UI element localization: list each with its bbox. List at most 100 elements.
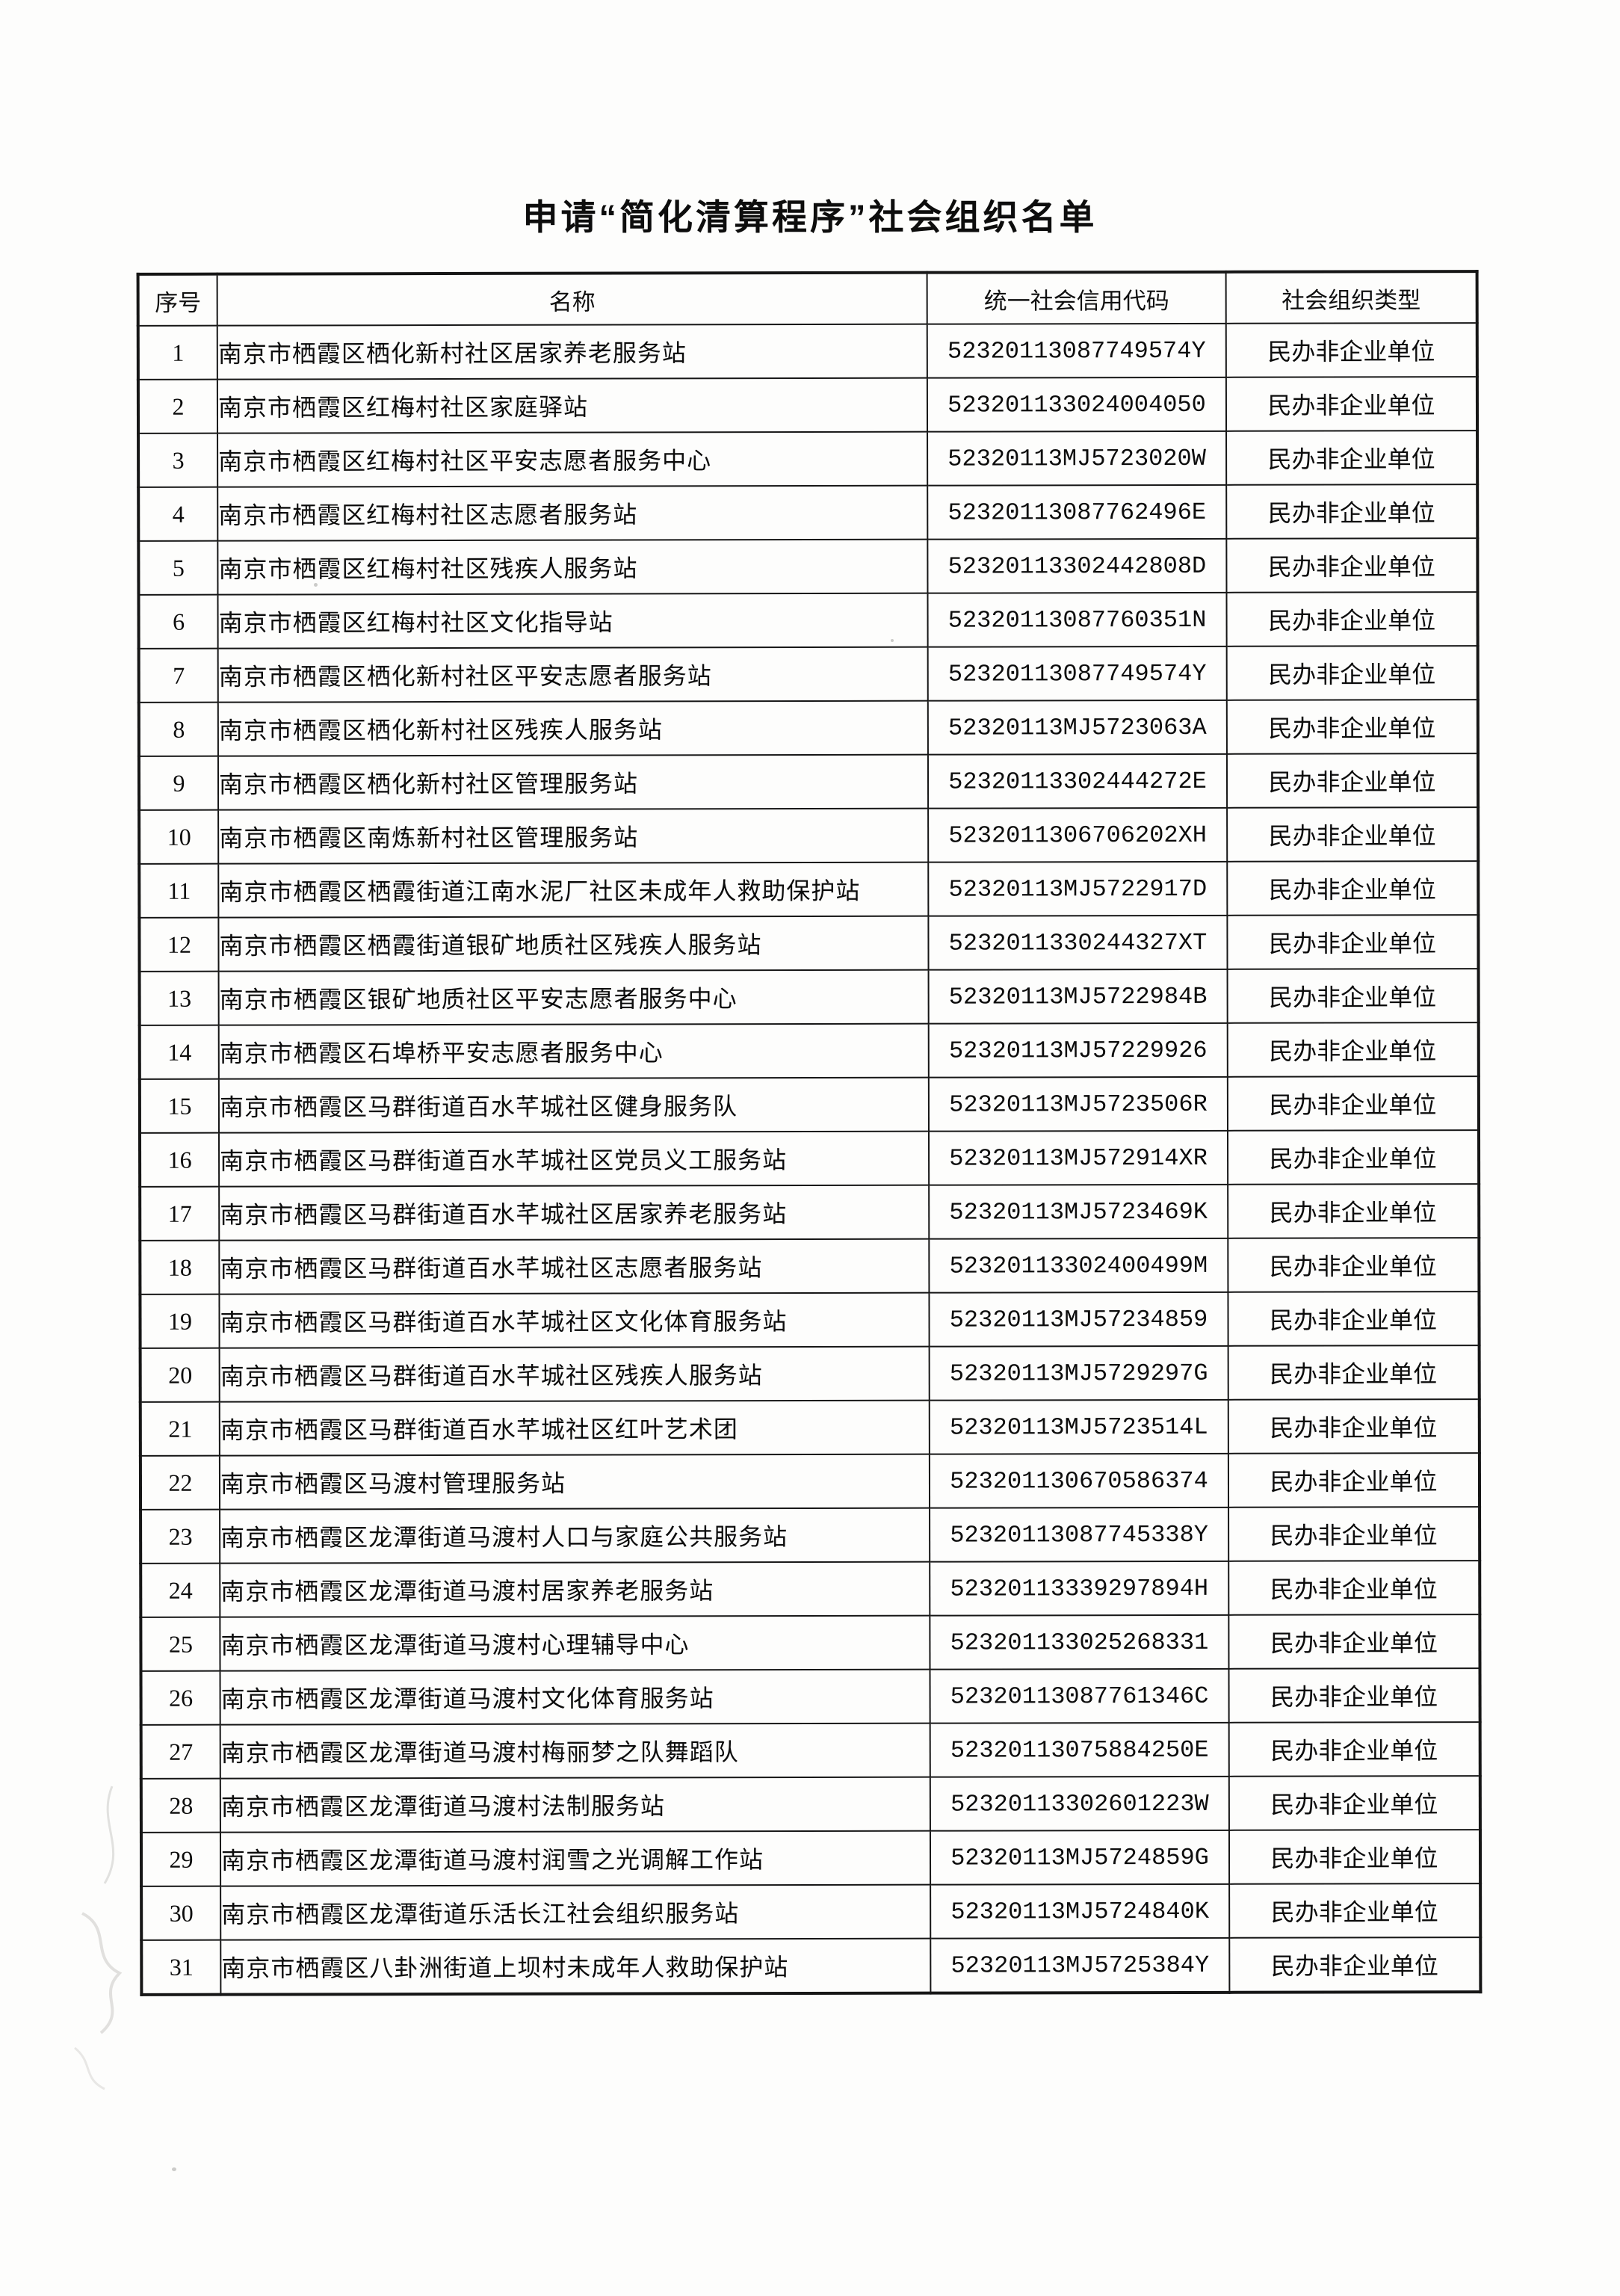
row-serial-number: 3: [138, 433, 218, 487]
table-header-row: 序号 名称 统一社会信用代码 社会组织类型: [137, 271, 1477, 326]
row-serial-number: 4: [138, 487, 218, 541]
row-credit-code: 52320113MJ5729297G: [929, 1345, 1228, 1401]
row-credit-code: 523201133024004050: [927, 377, 1227, 432]
row-credit-code: 52320113MJ57229926: [928, 1022, 1228, 1078]
row-credit-code: 52320113302444272E: [927, 753, 1228, 809]
table-row: 23 南京市栖霞区龙潭街道马渡村人口与家庭公共服务站 523201130877453…: [140, 1507, 1480, 1564]
row-serial-number: 19: [140, 1294, 220, 1348]
row-org-type: 民办非企业单位: [1226, 484, 1478, 539]
row-serial-number: 22: [140, 1455, 220, 1510]
row-org-type: 民办非企业单位: [1228, 1507, 1480, 1561]
row-credit-code: 52320113MJ5723020W: [927, 430, 1227, 486]
row-serial-number: 27: [140, 1724, 220, 1779]
row-credit-code: 52320113302400499M: [929, 1238, 1228, 1293]
row-org-type: 民办非企业单位: [1226, 753, 1479, 808]
row-credit-code: 52320113087749574Y: [927, 323, 1226, 378]
row-serial-number: 2: [137, 379, 218, 433]
table-row: 30 南京市栖霞区龙潭街道乐活长江社会组织服务站 52320113MJ5724840…: [141, 1883, 1481, 1940]
table-row: 10 南京市栖霞区南炼新村社区管理服务站 5232011306706202XH 民办非…: [139, 807, 1479, 864]
row-org-name: 南京市栖霞区龙潭街道马渡村梅丽梦之队舞蹈队: [220, 1723, 930, 1779]
table-row: 14 南京市栖霞区石埠桥平安志愿者服务中心 52320113MJ57229926 民办…: [139, 1022, 1479, 1079]
table-row: 26 南京市栖霞区龙潭街道马渡村文化体育服务站 52320113087761346C…: [140, 1668, 1480, 1725]
row-serial-number: 24: [140, 1563, 220, 1617]
row-org-type: 民办非企业单位: [1228, 1561, 1480, 1615]
row-serial-number: 12: [139, 917, 219, 972]
row-credit-code: 52320113075884250E: [930, 1722, 1229, 1777]
row-org-type: 民办非企业单位: [1226, 592, 1478, 646]
row-org-type: 民办非企业单位: [1228, 1668, 1480, 1723]
row-credit-code: 52320113MJ5724859G: [930, 1830, 1230, 1885]
row-credit-code: 52320113MJ5723514L: [929, 1399, 1228, 1454]
table-row: 8 南京市栖霞区栖化新村社区残疾人服务站 52320113MJ5723063A 民办非…: [138, 700, 1478, 756]
row-org-type: 民办非企业单位: [1227, 969, 1479, 1023]
row-serial-number: 8: [138, 702, 218, 756]
row-org-name: 南京市栖霞区栖化新村社区管理服务站: [217, 754, 929, 810]
table-row: 24 南京市栖霞区龙潭街道马渡村居家养老服务站 52320113339297894H…: [140, 1561, 1480, 1617]
row-org-name: 南京市栖霞区栖霞街道银矿地质社区残疾人服务站: [218, 916, 929, 972]
row-org-name: 南京市栖霞区红梅村社区家庭驿站: [217, 377, 928, 433]
row-org-type: 民办非企业单位: [1226, 646, 1478, 700]
org-table-container: 序号 名称 统一社会信用代码 社会组织类型 1 南京市栖霞区栖化新村社区居家养老服…: [136, 270, 1483, 1996]
row-org-name: 南京市栖霞区栖化新村社区残疾人服务站: [217, 700, 928, 756]
row-org-name: 南京市栖霞区栖霞街道江南水泥厂社区未成年人救助保护站: [218, 862, 929, 918]
table-row: 31 南京市栖霞区八卦洲街道上坝村未成年人救助保护站 52320113MJ57253…: [141, 1937, 1481, 1995]
header-credit-code: 统一社会信用代码: [927, 271, 1226, 324]
row-serial-number: 14: [139, 1025, 219, 1079]
row-org-name: 南京市栖霞区马群街道百水芊城社区文化体育服务站: [219, 1292, 930, 1348]
table-row: 21 南京市栖霞区马群街道百水芊城社区红叶艺术团 52320113MJ5723514…: [140, 1399, 1480, 1456]
row-org-name: 南京市栖霞区马群街道百水芊城社区志愿者服务站: [219, 1238, 930, 1294]
row-org-name: 南京市栖霞区红梅村社区残疾人服务站: [217, 539, 928, 595]
scan-speck: [891, 639, 894, 642]
row-org-type: 民办非企业单位: [1227, 915, 1479, 969]
row-org-type: 民办非企业单位: [1225, 377, 1478, 431]
table-body: 1 南京市栖霞区栖化新村社区居家养老服务站 52320113087749574Y 民办…: [137, 323, 1481, 1995]
row-org-type: 民办非企业单位: [1226, 430, 1478, 485]
row-credit-code: 52320113MJ5723063A: [927, 700, 1227, 755]
row-org-type: 民办非企业单位: [1226, 538, 1478, 593]
table-row: 9 南京市栖霞区栖化新村社区管理服务站 52320113302444272E 民办非企…: [138, 753, 1479, 810]
table-row: 5 南京市栖霞区红梅村社区残疾人服务站 52320113302442808D 民办非企…: [138, 538, 1478, 595]
row-org-name: 南京市栖霞区栖化新村社区平安志愿者服务站: [217, 646, 928, 703]
row-org-type: 民办非企业单位: [1228, 1776, 1480, 1830]
row-credit-code: 52320113MJ57234859: [929, 1292, 1228, 1347]
row-credit-code: 5232011306706202XH: [928, 807, 1228, 862]
row-org-name: 南京市栖霞区石埠桥平安志愿者服务中心: [218, 1023, 929, 1079]
row-org-type: 民办非企业单位: [1228, 1399, 1480, 1454]
row-serial-number: 15: [139, 1078, 219, 1133]
scan-speck: [172, 2167, 176, 2171]
row-org-name: 南京市栖霞区龙潭街道马渡村居家养老服务站: [220, 1561, 930, 1617]
row-serial-number: 21: [140, 1401, 220, 1456]
scan-speck: [314, 583, 318, 587]
row-org-type: 民办非企业单位: [1228, 1292, 1480, 1346]
row-org-name: 南京市栖霞区龙潭街道马渡村心理辅导中心: [220, 1615, 930, 1671]
table-row: 22 南京市栖霞区马渡村管理服务站 523201130670586374 民办非企业单…: [140, 1453, 1480, 1510]
row-serial-number: 9: [138, 756, 219, 810]
row-credit-code: 52320113MJ5722917D: [928, 861, 1228, 916]
row-org-type: 民办非企业单位: [1227, 1130, 1480, 1185]
table-row: 13 南京市栖霞区银矿地质社区平安志愿者服务中心 52320113MJ5722984…: [139, 969, 1479, 1025]
row-org-type: 民办非企业单位: [1228, 1722, 1480, 1777]
row-serial-number: 23: [140, 1509, 220, 1564]
row-org-type: 民办非企业单位: [1228, 1830, 1481, 1884]
row-credit-code: 52320113087762496E: [927, 484, 1227, 540]
table-row: 12 南京市栖霞区栖霞街道银矿地质社区残疾人服务站 5232011330244327…: [139, 915, 1479, 972]
row-org-name: 南京市栖霞区红梅村社区志愿者服务站: [217, 485, 928, 541]
row-org-name: 南京市栖霞区马群街道百水芊城社区红叶艺术团: [219, 1400, 930, 1456]
row-serial-number: 10: [139, 809, 219, 864]
table-row: 27 南京市栖霞区龙潭街道马渡村梅丽梦之队舞蹈队 52320113075884250…: [140, 1722, 1480, 1779]
row-org-name: 南京市栖霞区银矿地质社区平安志愿者服务中心: [218, 969, 929, 1025]
row-org-name: 南京市栖霞区马群街道百水芊城社区党员义工服务站: [218, 1131, 930, 1187]
row-serial-number: 1: [137, 325, 217, 380]
row-serial-number: 16: [139, 1132, 220, 1187]
org-table: 序号 名称 统一社会信用代码 社会组织类型 1 南京市栖霞区栖化新村社区居家养老服…: [136, 270, 1483, 1996]
row-credit-code: 52320113302442808D: [927, 538, 1227, 593]
row-org-name: 南京市栖霞区龙潭街道马渡村人口与家庭公共服务站: [220, 1507, 930, 1564]
row-serial-number: 26: [140, 1670, 220, 1725]
row-serial-number: 7: [138, 648, 218, 703]
row-serial-number: 25: [140, 1617, 220, 1671]
row-org-type: 民办非企业单位: [1228, 1453, 1480, 1507]
row-credit-code: 52320113MJ5725384Y: [930, 1937, 1230, 1993]
row-credit-code: 5232011330244327XT: [928, 915, 1228, 970]
row-serial-number: 11: [139, 863, 219, 918]
page-title: 申请“简化清算程序”社会组织名单: [522, 197, 1098, 237]
